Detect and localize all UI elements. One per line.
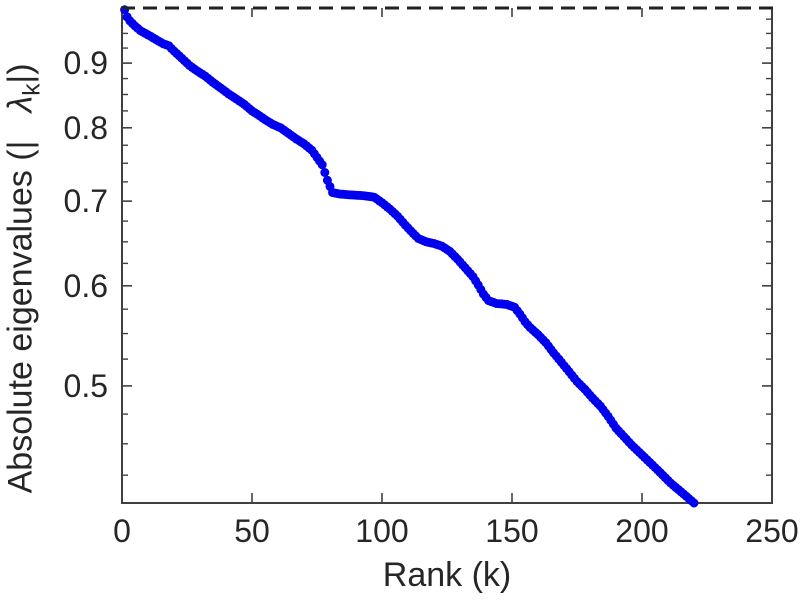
x-axis: 0 50 100 150 200 250 (113, 8, 799, 549)
x-tick-label: 150 (485, 513, 538, 549)
x-tick-label: 200 (615, 513, 668, 549)
eigenvalue-point (320, 168, 330, 177)
lambda-symbol: λ (1, 95, 40, 113)
eigenvalue-series (120, 5, 699, 508)
y-tick-label: 0.5 (64, 368, 108, 404)
y-axis: 0.9 0.8 0.7 0.6 0.5 (64, 18, 772, 476)
x-tick-label: 250 (745, 513, 798, 549)
lambda-subscript: k (18, 83, 46, 96)
x-tick-label: 0 (113, 513, 131, 549)
plot-border (121, 8, 773, 504)
x-tick-label: 50 (234, 513, 270, 549)
y-axis-label: Absolute eigenvalues (| λk|) (2, 0, 47, 558)
y-axis-label-prefix: Absolute eigenvalues (| (1, 140, 40, 494)
eigenvalue-point (317, 160, 327, 170)
y-tick-label: 0.8 (64, 110, 108, 146)
x-tick-label: 100 (355, 513, 408, 549)
y-tick-label: 0.7 (64, 183, 108, 219)
eigenvalue-point (689, 498, 699, 508)
y-tick-label: 0.6 (64, 268, 108, 304)
x-axis-label: Rank (k) (382, 556, 512, 594)
y-axis-label-suffix: |) (1, 63, 40, 84)
y-tick-label: 0.9 (64, 45, 108, 81)
